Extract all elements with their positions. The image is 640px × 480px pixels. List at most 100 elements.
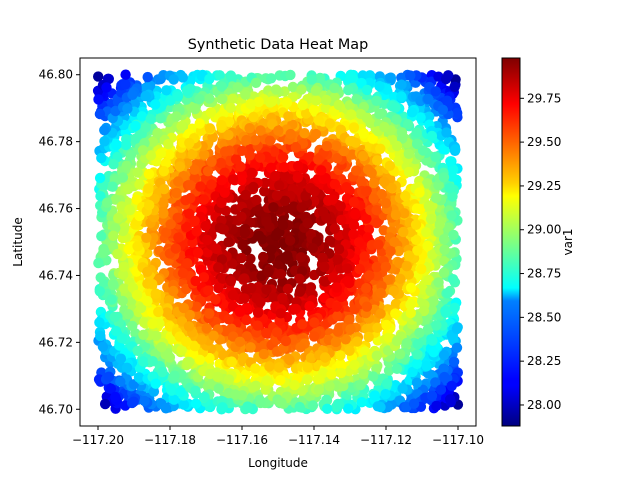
y-tick-label: 46.70 — [39, 402, 73, 416]
data-point — [381, 320, 391, 330]
data-point — [291, 304, 301, 314]
data-point — [191, 302, 201, 312]
data-point — [255, 125, 265, 135]
colorbar-ticks: 28.0028.2528.5028.7529.0029.2529.5029.75 — [520, 91, 561, 412]
data-point — [217, 94, 227, 104]
data-point — [326, 369, 336, 379]
data-point — [385, 246, 395, 256]
data-point — [390, 102, 400, 112]
data-point — [350, 209, 360, 219]
data-point — [397, 127, 407, 137]
data-point — [166, 219, 176, 229]
data-point — [148, 356, 158, 366]
data-point — [192, 226, 202, 236]
data-point — [95, 331, 105, 341]
data-point — [352, 336, 362, 346]
data-point — [412, 378, 422, 388]
data-point — [372, 262, 382, 272]
data-point — [241, 315, 251, 325]
data-point — [268, 202, 278, 212]
data-point — [236, 212, 246, 222]
data-point — [364, 332, 374, 342]
data-point — [155, 113, 165, 123]
data-point — [143, 183, 153, 193]
data-point — [250, 363, 260, 373]
data-point — [108, 231, 118, 241]
data-point — [314, 384, 324, 394]
data-point — [345, 136, 355, 146]
data-point — [427, 336, 437, 346]
data-point — [299, 128, 309, 138]
data-point — [349, 220, 359, 230]
data-point — [239, 293, 249, 303]
data-point — [336, 368, 346, 378]
data-point — [303, 362, 313, 372]
data-point — [251, 195, 261, 205]
data-point — [175, 387, 185, 397]
data-point — [429, 347, 439, 357]
data-point — [147, 319, 157, 329]
data-point — [217, 402, 227, 412]
data-point — [152, 128, 162, 138]
data-point — [181, 336, 191, 346]
data-point — [273, 126, 283, 136]
data-point — [124, 204, 134, 214]
x-tick-label: −117.20 — [72, 433, 124, 447]
data-point — [293, 161, 303, 171]
data-point — [123, 309, 133, 319]
data-point — [441, 74, 451, 84]
data-point — [351, 165, 361, 175]
data-point — [120, 79, 130, 89]
data-point — [449, 357, 459, 367]
data-point — [184, 138, 194, 148]
data-point — [309, 317, 319, 327]
data-point — [274, 362, 284, 372]
data-point — [217, 175, 227, 185]
data-point — [333, 326, 343, 336]
data-point — [380, 389, 390, 399]
data-point — [372, 323, 382, 333]
data-point — [216, 120, 226, 130]
data-point — [317, 253, 327, 263]
data-point — [439, 268, 449, 278]
data-point — [381, 198, 391, 208]
data-point — [241, 190, 251, 200]
data-point — [245, 99, 255, 109]
data-point — [291, 142, 301, 152]
data-point — [392, 336, 402, 346]
data-point — [95, 286, 105, 296]
data-point — [144, 200, 154, 210]
data-point — [436, 385, 446, 395]
data-point — [282, 251, 292, 261]
data-point — [195, 118, 205, 128]
data-point — [364, 270, 374, 280]
data-point — [120, 70, 130, 80]
data-point — [159, 166, 169, 176]
data-point — [284, 355, 294, 365]
data-point — [453, 322, 463, 332]
data-point — [119, 262, 129, 272]
data-point — [313, 374, 323, 384]
data-point — [431, 401, 441, 411]
data-point — [171, 111, 181, 121]
data-point — [93, 258, 103, 268]
data-point — [431, 86, 441, 96]
colorbar-tick-label: 28.25 — [527, 354, 561, 368]
data-point — [412, 349, 422, 359]
data-point — [322, 141, 332, 151]
data-point — [189, 165, 199, 175]
data-point — [331, 337, 341, 347]
data-point — [132, 346, 142, 356]
data-point — [171, 243, 181, 253]
data-point — [283, 111, 293, 121]
data-point — [322, 404, 332, 414]
data-point — [219, 224, 229, 234]
data-point — [441, 127, 451, 137]
data-point — [405, 70, 415, 80]
data-point — [141, 122, 151, 132]
data-point — [329, 83, 339, 93]
data-point — [213, 262, 223, 272]
data-point — [439, 350, 449, 360]
data-point — [402, 261, 412, 271]
data-point — [139, 396, 149, 406]
